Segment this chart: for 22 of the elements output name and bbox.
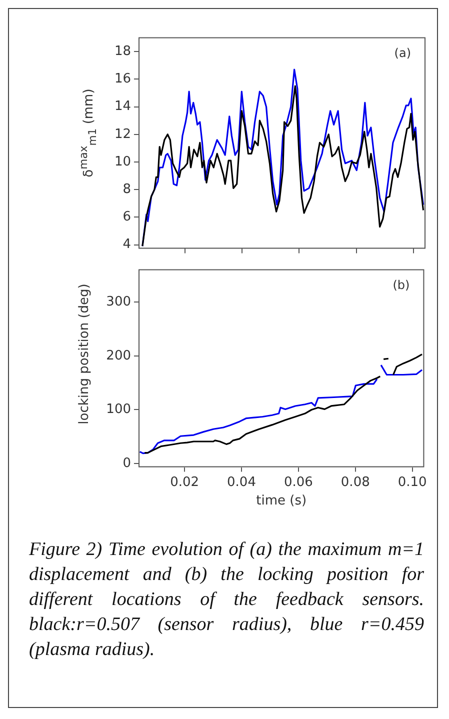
y-tick-label: 8: [122, 182, 131, 197]
annotation: (b): [392, 278, 410, 292]
caption: Figure 2) Time evolution of (a) the maximum m=1 displacement and (b) the locking position for different locations of the feedback sensors. black:r=0.507 (sensor radius), blue r=0.459 (plasma radius).: [29, 538, 424, 662]
y-tick-label: 18: [114, 44, 131, 59]
y-tick-label: 10: [114, 154, 131, 170]
x-tick-label: 0.02: [170, 474, 200, 490]
y-tick-label: 200: [106, 348, 131, 364]
x-tick-label: 0.08: [340, 474, 370, 490]
x-tick-label: 0.06: [284, 474, 313, 490]
annotation: (a): [394, 46, 411, 60]
x-tick-label: 0.04: [227, 474, 256, 490]
y-tick-label: 100: [106, 402, 131, 418]
x-axis-title: time (s): [256, 494, 307, 509]
y-axis-title: locking position (deg): [77, 282, 93, 426]
y-tick-label: 14: [114, 99, 131, 114]
y-tick-label: 16: [114, 72, 131, 87]
y-tick-label: 4: [122, 237, 131, 252]
y-tick-label: 12: [114, 126, 131, 142]
y-tick-label: 6: [122, 210, 131, 225]
x-tick-label: 0.10: [398, 474, 427, 490]
y-tick-label: 300: [106, 294, 131, 310]
y-tick-label: 0: [122, 456, 131, 471]
